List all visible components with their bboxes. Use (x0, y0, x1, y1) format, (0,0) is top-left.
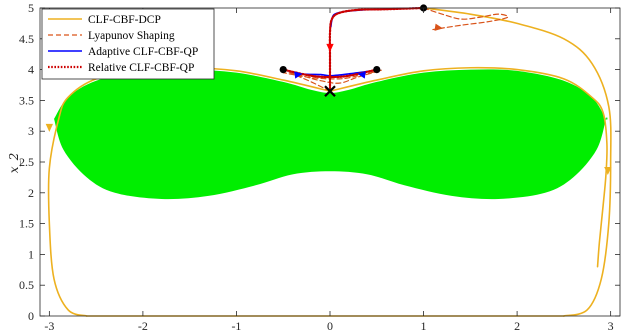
y-tick-label: 1.5 (19, 217, 34, 231)
series-line (282, 69, 383, 92)
x-tick-label: 3 (608, 319, 614, 333)
y-tick-label: 3.5 (19, 93, 34, 107)
trajectory-arrow (604, 167, 612, 176)
series-line (47, 66, 331, 317)
y-tick-label: 0 (28, 309, 34, 323)
y-tick-label: 4.5 (19, 32, 34, 46)
series-line (422, 7, 612, 317)
target-marker (324, 85, 336, 97)
x-tick-label: -3 (44, 319, 54, 333)
series-1 (282, 7, 509, 92)
y-tick-label: 1 (28, 247, 34, 261)
safe-region (54, 69, 608, 200)
legend-label: Adaptive CLF-CBF-QP (88, 46, 198, 58)
x-tick-label: -2 (138, 319, 148, 333)
y-tick-label: 0.5 (19, 278, 34, 292)
series-line (282, 68, 378, 79)
y-tick-label: 5 (28, 1, 34, 15)
series-line (422, 7, 509, 31)
y-tick-label: 2 (28, 186, 34, 200)
start-point-marker (279, 66, 287, 74)
trajectory-arrow (326, 43, 334, 52)
x-tick-label: 0 (327, 319, 333, 333)
trajectory-arrow (294, 71, 303, 79)
x-tick-label: 2 (514, 319, 520, 333)
x-tick-label: 1 (421, 319, 427, 333)
y-tick-label: 3 (28, 124, 34, 138)
trajectory-arrow (357, 71, 366, 79)
legend-label: Lyapunov Shaping (88, 30, 175, 42)
trajectory-arrow (434, 23, 443, 31)
y-tick-label: 2.5 (19, 155, 34, 169)
start-point-marker (373, 66, 381, 74)
series-line (328, 6, 425, 93)
series-line (329, 66, 608, 268)
legend-label: Relative CLF-CBF-QP (88, 62, 194, 74)
y-axis-label: x_2 (7, 153, 21, 173)
y-tick-label: 4 (28, 63, 34, 77)
legend-label: CLF-CBF-DCP (88, 14, 161, 26)
trajectory-arrow (45, 123, 54, 132)
series-3 (282, 6, 425, 93)
x-tick-label: -1 (231, 319, 241, 333)
